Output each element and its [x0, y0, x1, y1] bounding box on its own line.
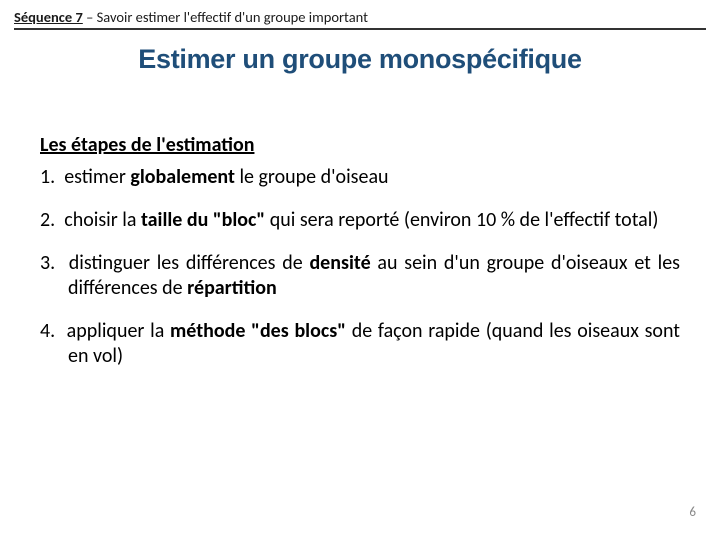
step-item: 2. choisir la taille du "bloc" qui sera …	[40, 208, 680, 233]
header-separator: –	[83, 8, 97, 26]
step-text: estimer	[64, 165, 130, 189]
step-number: 3.	[40, 251, 55, 275]
page-number: 6	[689, 505, 696, 520]
step-item: 3. distinguer les différences de densité…	[40, 251, 680, 301]
step-text: appliquer la	[67, 319, 170, 343]
step-item: 1. estimer globalement le groupe d'oisea…	[40, 165, 680, 190]
step-number: 4.	[40, 319, 55, 343]
step-text: distinguer les différences de	[69, 251, 310, 275]
title-text: Estimer un groupe monospécifique	[14, 44, 706, 75]
step-number: 2.	[40, 208, 55, 232]
step-number: 1.	[40, 165, 55, 189]
step-text: le groupe d'oiseau	[235, 165, 389, 189]
step-bold: globalement	[130, 165, 235, 189]
step-bold: densité	[309, 251, 370, 275]
step-text: qui sera reporté (environ 10 % de l'effe…	[265, 208, 658, 232]
step-bold: taille du "bloc"	[141, 208, 265, 232]
step-text: choisir la	[64, 208, 141, 232]
header-rest: Savoir estimer l'effectif d'un groupe im…	[97, 8, 368, 26]
step-item: 4. appliquer la méthode "des blocs" de f…	[40, 319, 680, 369]
slide-page: Séquence 7 – Savoir estimer l'effectif d…	[0, 0, 720, 540]
step-bold: méthode "des blocs"	[170, 319, 346, 343]
step-bold: répartition	[187, 276, 277, 300]
sequence-label: Séquence 7	[14, 8, 83, 26]
steps-list: 1. estimer globalement le groupe d'oisea…	[14, 165, 706, 369]
header-line: Séquence 7 – Savoir estimer l'effectif d…	[14, 8, 706, 28]
header-rule	[14, 28, 706, 30]
subtitle: Les étapes de l'estimation	[14, 133, 706, 157]
slide-title: Estimer un groupe monospécifique	[14, 44, 706, 75]
